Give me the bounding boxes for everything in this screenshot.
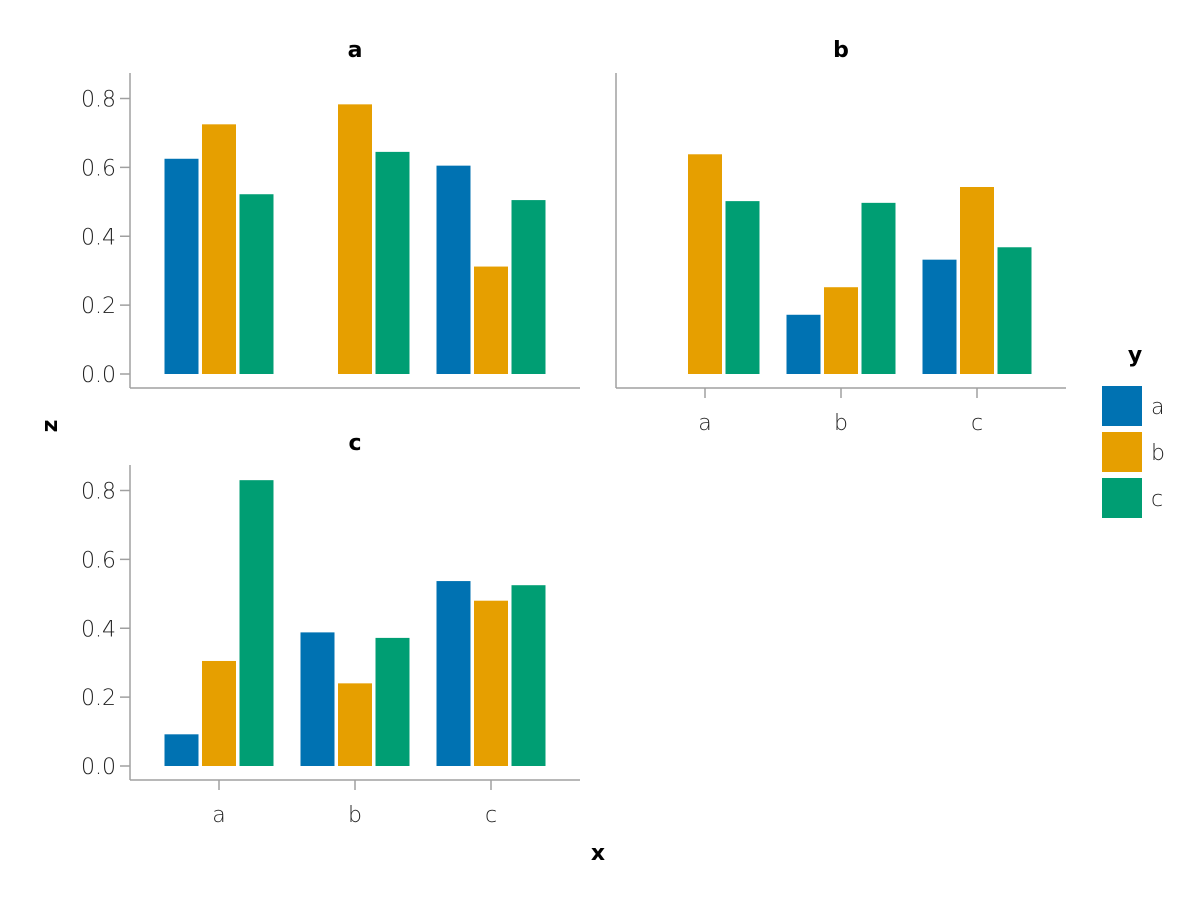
facet-title: b <box>833 38 849 63</box>
bar-c-b-a <box>300 632 335 766</box>
y-tick-label: 0.2 <box>81 686 116 711</box>
bar-c-b-b <box>338 683 372 766</box>
legend-swatch-a <box>1102 386 1142 426</box>
y-tick-label: 0.8 <box>81 88 116 113</box>
y-tick-label: 0.6 <box>81 548 116 573</box>
bar-a-c-b <box>474 266 508 374</box>
legend-title: y <box>1128 343 1142 368</box>
y-tick-label: 0.0 <box>81 363 116 388</box>
bar-b-c-c <box>997 247 1032 374</box>
bar-c-a-b <box>202 660 236 766</box>
bar-a-b-c <box>375 151 410 374</box>
facet-title: c <box>348 431 361 456</box>
legend-label-a: a <box>1151 395 1164 420</box>
bar-a-a-c <box>239 194 274 374</box>
bar-b-a-b <box>688 154 722 374</box>
bar-b-b-b <box>824 287 858 374</box>
legend-label-b: b <box>1151 441 1165 466</box>
legend-swatch-c <box>1102 478 1142 518</box>
y-tick-label: 0.6 <box>81 156 116 181</box>
x-axis-title: x <box>591 841 605 866</box>
facet-panel-b: b a b c <box>615 38 1066 436</box>
bar-c-c-c <box>511 585 546 766</box>
y-tick-label: 0.4 <box>81 225 116 250</box>
y-tick-label: 0.0 <box>81 755 116 780</box>
bar-b-a-c <box>725 201 760 374</box>
bar-b-b-a <box>786 314 821 374</box>
bar-a-c-a <box>436 165 471 374</box>
x-tick-label: b <box>834 411 848 436</box>
bar-c-c-a <box>436 581 471 766</box>
bar-a-c-c <box>511 200 546 374</box>
bar-a-b-b <box>338 104 372 375</box>
facets-layer: a 0.0 0.2 0.4 0.6 0.8 b a b c c 0.0 0.2 0.4 0.6 0.8 a b c <box>81 38 1066 828</box>
bar-c-a-a <box>164 734 199 766</box>
y-tick-label: 0.8 <box>81 480 116 505</box>
x-tick-label: b <box>348 803 362 828</box>
facet-panel-a: a 0.0 0.2 0.4 0.6 0.8 <box>81 38 580 389</box>
x-tick-label: a <box>698 411 711 436</box>
legend-swatch-b <box>1102 432 1142 472</box>
facet-title: a <box>348 38 363 63</box>
x-tick-label: a <box>212 803 225 828</box>
legend: y abc <box>1102 343 1165 518</box>
legend-label-c: c <box>1151 487 1163 512</box>
bar-c-b-c <box>375 637 410 766</box>
y-tick-label: 0.2 <box>81 294 116 319</box>
x-tick-label: c <box>485 803 497 828</box>
bar-b-c-b <box>960 187 994 374</box>
y-tick-label: 0.4 <box>81 617 116 642</box>
x-tick-label: c <box>971 411 983 436</box>
bar-b-b-c <box>861 202 896 374</box>
bar-c-c-b <box>474 600 508 766</box>
facet-panel-c: c 0.0 0.2 0.4 0.6 0.8 a b c <box>81 431 580 828</box>
bar-a-a-a <box>164 158 199 374</box>
bar-a-a-b <box>202 124 236 374</box>
bar-c-a-c <box>239 480 274 766</box>
y-axis-title: z <box>38 420 63 433</box>
bar-b-c-a <box>922 259 957 374</box>
